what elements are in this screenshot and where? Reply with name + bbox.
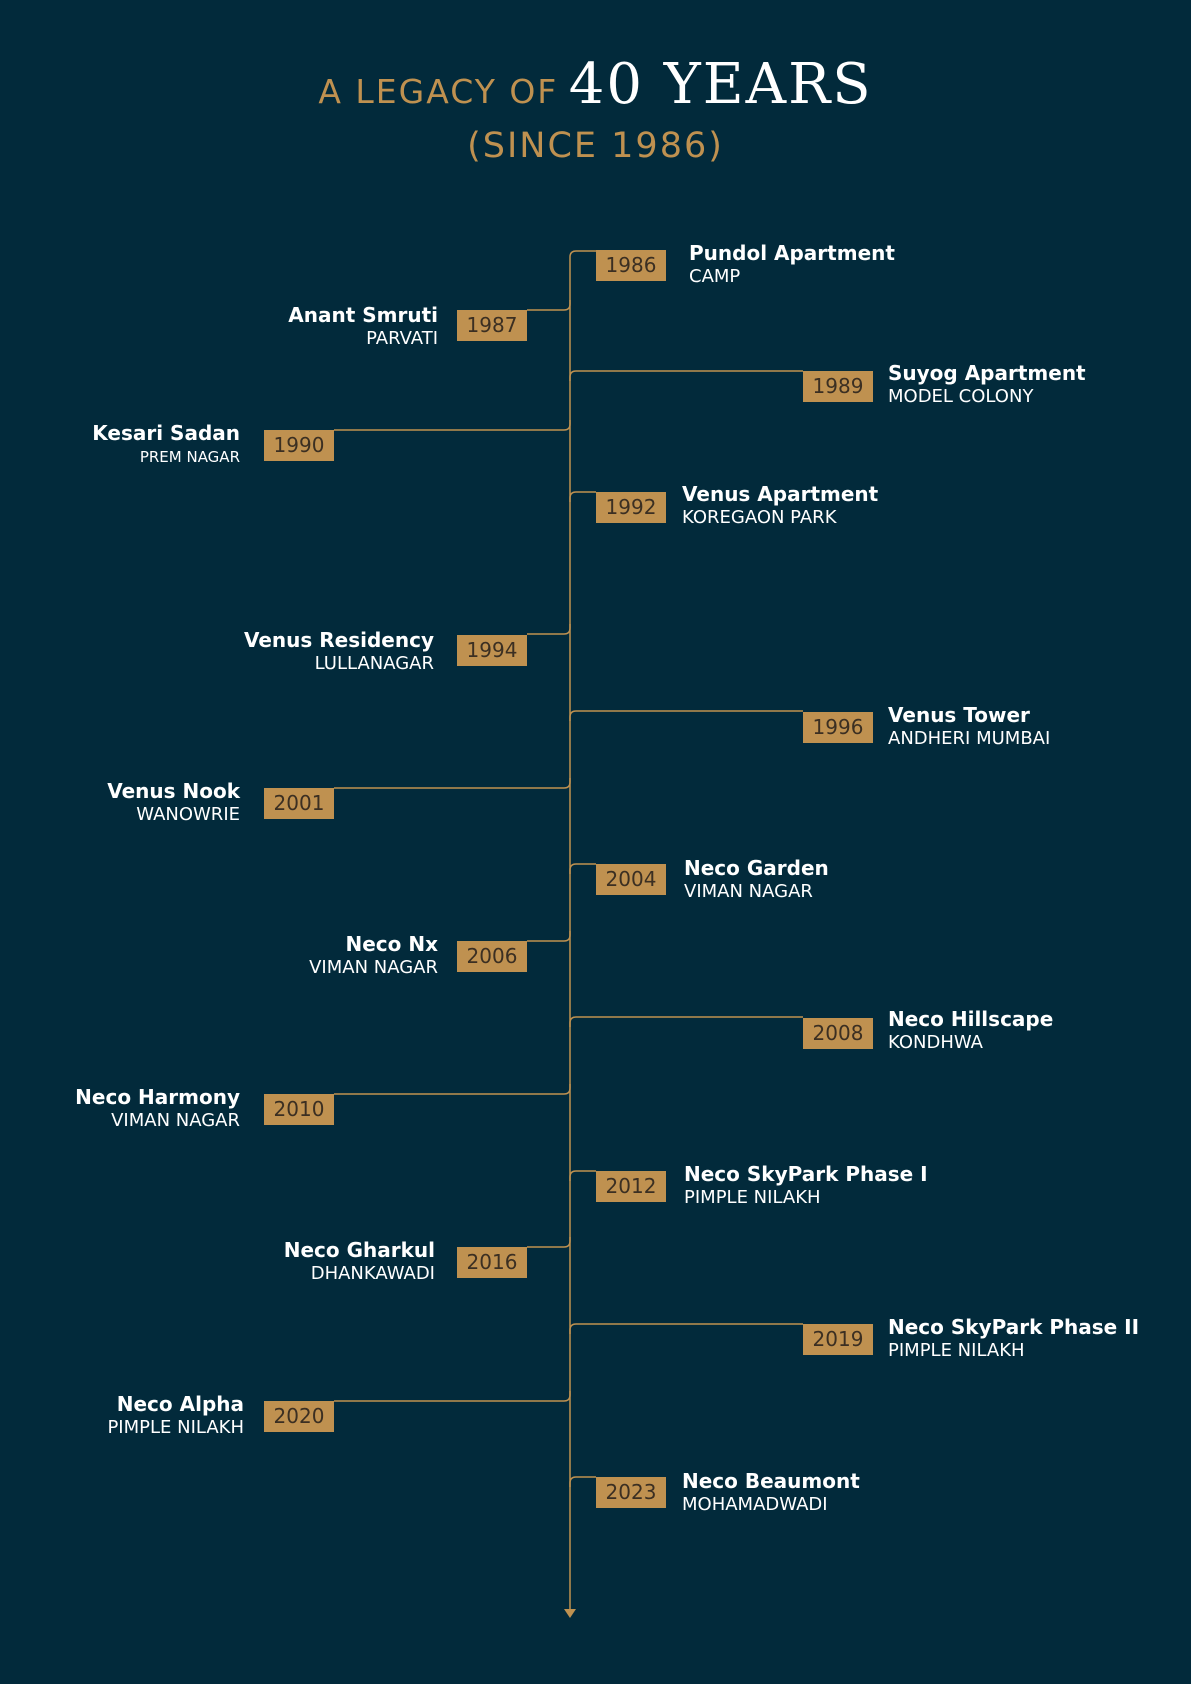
timeline-connector xyxy=(334,1084,571,1095)
timeline-connector xyxy=(569,1323,803,1334)
project-location: PARVATI xyxy=(366,328,438,349)
year-box: 1990 xyxy=(264,430,334,461)
timeline-entry-label: Venus Apartment KOREGAON PARK xyxy=(682,482,942,530)
project-name: Neco Alpha xyxy=(116,1392,244,1416)
year-box: 2012 xyxy=(596,1171,666,1202)
timeline-connector xyxy=(569,1476,596,1487)
project-name: Neco Nx xyxy=(345,932,439,956)
project-location: PREM NAGAR xyxy=(139,448,240,466)
timeline-entry-label: Neco Harmony VIMAN NAGAR xyxy=(0,1085,240,1133)
project-location: LULLANAGAR xyxy=(314,653,434,674)
timeline-connector xyxy=(334,1391,571,1402)
project-name: Neco Beaumont xyxy=(682,1469,860,1493)
timeline-connector xyxy=(527,931,571,942)
project-location: MODEL COLONY xyxy=(888,386,1034,407)
project-location: VIMAN NAGAR xyxy=(309,957,438,978)
year-box: 2020 xyxy=(264,1401,334,1432)
project-name: Neco Garden xyxy=(684,856,829,880)
year-box: 2008 xyxy=(803,1018,873,1049)
year-box: 2004 xyxy=(596,864,666,895)
project-location: PIMPLE NILAKH xyxy=(888,1340,1025,1361)
year-box: 1987 xyxy=(457,310,527,341)
project-name: Neco Harmony xyxy=(75,1085,240,1109)
year-box: 1994 xyxy=(457,635,527,666)
timeline-entry-label: Neco Alpha PIMPLE NILAKH xyxy=(0,1392,244,1440)
project-name: Neco Hillscape xyxy=(888,1007,1054,1031)
timeline-entry-label: Suyog Apartment MODEL COLONY xyxy=(888,361,1148,409)
project-location: WANOWRIE xyxy=(136,804,240,825)
year-box: 2010 xyxy=(264,1094,334,1125)
project-name: Venus Apartment xyxy=(682,482,879,506)
timeline-entry-label: Venus Tower ANDHERI MUMBAI xyxy=(888,703,1148,751)
project-location: KOREGAON PARK xyxy=(682,507,837,528)
timeline-connector xyxy=(569,863,596,874)
year-box: 2001 xyxy=(264,788,334,819)
timeline-connector xyxy=(527,1237,571,1248)
title: A LEGACY OF 40 YEARS xyxy=(0,52,1191,117)
year-box: 2016 xyxy=(457,1247,527,1278)
timeline-connector xyxy=(334,420,571,431)
timeline-connector xyxy=(569,1016,803,1027)
project-location: PIMPLE NILAKH xyxy=(107,1417,244,1438)
timeline-connector xyxy=(569,250,596,261)
project-name: Venus Nook xyxy=(107,779,240,803)
timeline-entry-label: Kesari Sadan PREM NAGAR xyxy=(0,421,240,469)
timeline-entry-label: Neco SkyPark Phase II PIMPLE NILAKH xyxy=(888,1315,1148,1363)
year-box: 1992 xyxy=(596,492,666,523)
timeline-connector xyxy=(569,1170,596,1181)
project-location: MOHAMADWADI xyxy=(682,1494,828,1515)
project-name: Neco Gharkul xyxy=(283,1238,435,1262)
project-location: KONDHWA xyxy=(888,1032,983,1053)
project-location: VIMAN NAGAR xyxy=(111,1110,240,1131)
timeline-connector xyxy=(527,300,571,311)
year-box: 1986 xyxy=(596,250,666,281)
timeline-connector xyxy=(569,710,803,721)
subtitle: (SINCE 1986) xyxy=(467,126,724,166)
timeline-entry-label: Neco SkyPark Phase I PIMPLE NILAKH xyxy=(684,1162,944,1210)
timeline-arrowhead xyxy=(564,1609,576,1618)
timeline-entry-label: Neco Nx VIMAN NAGAR xyxy=(178,932,438,980)
project-name: Suyog Apartment xyxy=(888,361,1086,385)
project-location: DHANKAWADI xyxy=(310,1263,435,1284)
timeline-entry-label: Neco Garden VIMAN NAGAR xyxy=(684,856,944,904)
timeline-entry-label: Neco Beaumont MOHAMADWADI xyxy=(682,1469,942,1517)
year-box: 2023 xyxy=(596,1477,666,1508)
project-name: Venus Residency xyxy=(243,628,434,652)
timeline-entry-label: Neco Gharkul DHANKAWADI xyxy=(175,1238,435,1286)
project-location: PIMPLE NILAKH xyxy=(684,1187,821,1208)
title-prefix: A LEGACY OF xyxy=(318,72,559,111)
project-name: Neco SkyPark Phase I xyxy=(684,1162,928,1186)
project-name: Venus Tower xyxy=(888,703,1030,727)
year-box: 1989 xyxy=(803,371,873,402)
timeline-connector xyxy=(569,370,803,381)
year-box: 2006 xyxy=(457,941,527,972)
project-location: ANDHERI MUMBAI xyxy=(888,728,1051,749)
project-location: VIMAN NAGAR xyxy=(684,881,813,902)
project-name: Anant Smruti xyxy=(288,303,438,327)
timeline-connector xyxy=(527,624,571,635)
project-location: CAMP xyxy=(689,266,741,287)
year-box: 1996 xyxy=(803,712,873,743)
timeline-connector xyxy=(334,778,571,789)
timeline-entry-label: Neco Hillscape KONDHWA xyxy=(888,1007,1148,1055)
year-box: 2019 xyxy=(803,1324,873,1355)
project-name: Neco SkyPark Phase II xyxy=(888,1315,1140,1339)
title-emphasis: 40 YEARS xyxy=(568,52,873,117)
project-name: Pundol Apartment xyxy=(689,241,895,265)
project-name: Kesari Sadan xyxy=(92,421,240,445)
timeline-entry-label: Anant Smruti PARVATI xyxy=(178,303,438,351)
timeline-entry-label: Venus Residency LULLANAGAR xyxy=(174,628,434,676)
timeline-entry-label: Pundol Apartment CAMP xyxy=(689,241,949,289)
timeline-entry-label: Venus Nook WANOWRIE xyxy=(0,779,240,827)
timeline-connector xyxy=(569,491,596,502)
